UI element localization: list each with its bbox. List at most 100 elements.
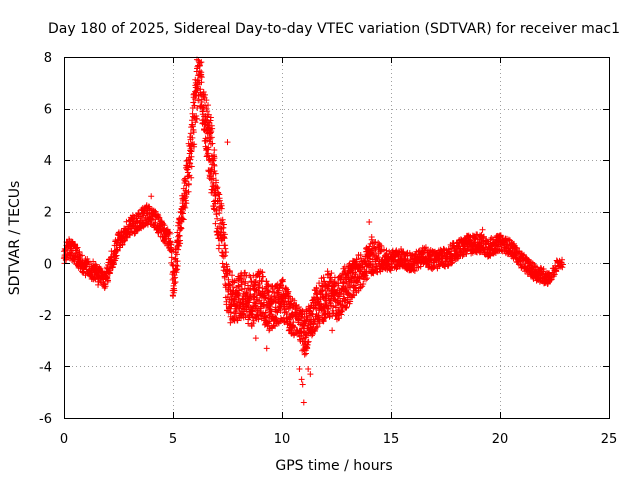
data-point (173, 269, 180, 276)
data-point (212, 220, 219, 227)
data-point (263, 345, 270, 352)
data-point (156, 214, 163, 221)
data-point (204, 108, 211, 115)
data-point (191, 102, 198, 109)
data-point (343, 305, 350, 312)
data-point (313, 285, 320, 292)
data-point (320, 274, 327, 281)
data-point (374, 254, 381, 261)
data-point (305, 366, 312, 373)
plot-frame (64, 57, 610, 419)
data-point (197, 86, 204, 93)
data-point (291, 297, 298, 304)
data-point (252, 335, 259, 342)
data-point (300, 399, 307, 406)
data-point (295, 303, 302, 310)
data-point (224, 139, 231, 146)
data-point (349, 291, 356, 298)
data-point (213, 211, 220, 218)
data-point (398, 245, 405, 252)
data-point (212, 170, 219, 177)
data-point (252, 278, 259, 285)
data-point (321, 278, 328, 285)
data-point (369, 240, 376, 247)
data-point (221, 231, 228, 238)
data-point (340, 279, 347, 286)
data-point (417, 263, 424, 270)
data-point (374, 269, 381, 276)
data-point (325, 270, 332, 277)
data-point (186, 159, 193, 166)
data-point (167, 247, 174, 254)
data-point (373, 255, 380, 262)
data-point (256, 284, 263, 291)
data-point (272, 323, 279, 330)
data-point (185, 173, 192, 180)
data-point (364, 275, 371, 282)
data-point (68, 247, 75, 254)
data-point (205, 146, 212, 153)
data-point (298, 376, 305, 383)
data-point (148, 193, 155, 200)
data-point (375, 239, 382, 246)
data-point (372, 239, 379, 246)
data-point (180, 216, 187, 223)
data-point (540, 265, 547, 272)
data-point (185, 180, 192, 187)
x-axis-label: GPS time / hours (275, 458, 392, 474)
data-point (265, 282, 272, 289)
data-point (366, 219, 373, 226)
data-point (229, 272, 236, 279)
y-tick-label: 8 (44, 51, 52, 66)
data-point (310, 321, 317, 328)
data-point (182, 178, 189, 185)
data-point (174, 262, 181, 269)
data-point (72, 250, 79, 257)
data-point (236, 287, 243, 294)
data-point (220, 224, 227, 231)
data-point (74, 244, 81, 251)
data-point (223, 298, 230, 305)
data-point (211, 162, 218, 169)
data-point (175, 242, 182, 249)
data-point (480, 233, 487, 240)
data-point (216, 197, 223, 204)
x-tick-label: 15 (383, 432, 400, 447)
data-point (216, 242, 223, 249)
data-point (546, 270, 553, 277)
data-point (191, 96, 198, 103)
data-point (119, 241, 126, 248)
data-point (214, 215, 221, 222)
data-point (248, 311, 255, 318)
y-tick-label: 2 (44, 206, 52, 221)
data-point (207, 114, 214, 121)
data-point (90, 258, 97, 265)
data-point (352, 271, 359, 278)
data-point (252, 279, 259, 286)
data-points (60, 56, 566, 406)
data-point (179, 210, 186, 217)
data-point (161, 222, 168, 229)
data-point (272, 299, 279, 306)
data-point (415, 260, 422, 267)
data-point (411, 268, 418, 275)
data-point (307, 371, 314, 378)
data-point (209, 125, 216, 132)
data-point (208, 134, 215, 141)
axis-ticks: 0 5 10 15 20 25 -6 -4 -2 0 2 4 6 8 (39, 51, 617, 447)
data-point (352, 284, 359, 291)
y-tick-label: -4 (39, 360, 52, 375)
data-point (182, 204, 189, 211)
data-point (266, 312, 273, 319)
data-point (174, 266, 181, 273)
data-point (293, 327, 300, 334)
data-point (305, 338, 312, 345)
data-point (190, 129, 197, 136)
x-tick-label: 0 (60, 432, 68, 447)
data-point (222, 252, 229, 259)
data-point (272, 314, 279, 321)
data-point (329, 327, 336, 334)
data-point (378, 242, 385, 249)
data-point (162, 234, 169, 241)
